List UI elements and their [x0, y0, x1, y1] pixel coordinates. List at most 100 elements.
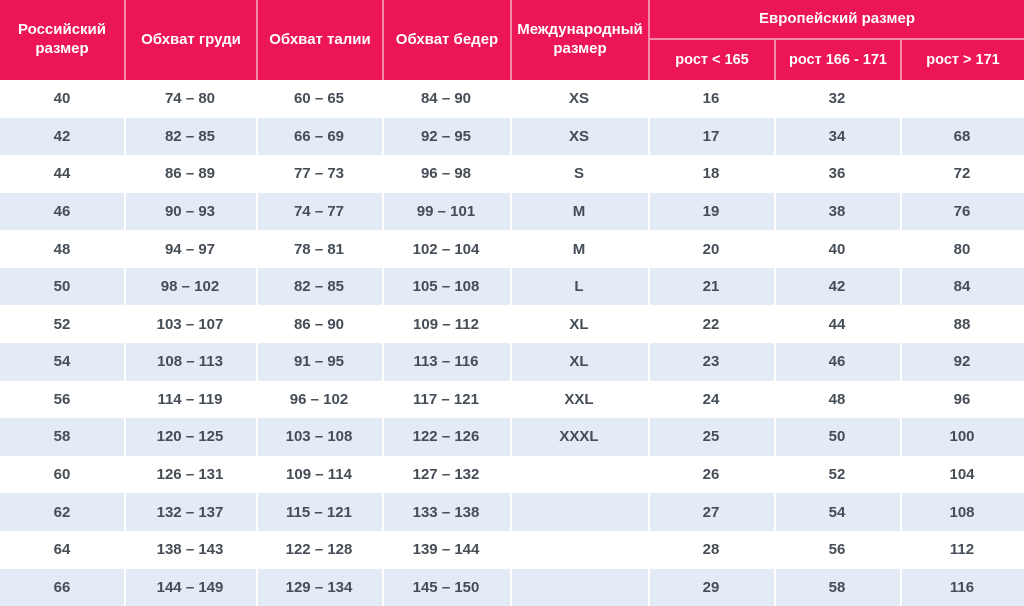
height-gt171-cell: 112	[949, 541, 975, 559]
height-166-171-cell: 44	[828, 315, 846, 333]
hips-cell: 122 – 126	[382, 418, 510, 456]
russian-size-cell: 66	[53, 578, 71, 596]
table-body: 40 74 – 80 60 – 65 84 – 90 XS 16 32 42 82 – 85 66…	[0, 80, 1024, 606]
height-lt165-cell: 20	[702, 240, 720, 258]
height-166-171-cell: 50	[774, 418, 900, 456]
height-gt171-cell: 88	[953, 315, 971, 333]
height-lt165-cell: 25	[648, 418, 774, 456]
height-166-171-cell: 58	[774, 569, 900, 606]
hips-cell: 113 – 116	[382, 343, 510, 381]
chest-cell: 74 – 80	[164, 90, 216, 108]
table-row: 48 94 – 97 78 – 81 102 – 104 M 20 40 80	[0, 230, 1024, 268]
international-size-cell: M	[510, 193, 648, 231]
header-waist: Обхват талии	[256, 0, 382, 80]
table-row: 54 108 – 113 91 – 95 113 – 116 XL 23 46 92	[0, 343, 1024, 381]
waist-cell: 103 – 108	[256, 418, 382, 456]
height-gt171-cell	[900, 80, 1024, 118]
height-gt171-cell: 100	[900, 418, 1024, 456]
height-lt165-cell: 16	[702, 90, 720, 108]
hips-cell: 105 – 108	[382, 268, 510, 306]
waist-cell: 78 – 81	[293, 240, 345, 258]
chest-cell: 108 – 113	[124, 343, 256, 381]
chest-cell: 94 – 97	[164, 240, 216, 258]
height-166-171-cell: 34	[774, 118, 900, 156]
waist-cell: 115 – 121	[256, 493, 382, 531]
height-lt165-cell: 26	[702, 466, 720, 484]
hips-cell: 102 – 104	[412, 240, 480, 258]
height-166-171-cell: 56	[828, 541, 846, 559]
international-size-cell: XXL	[564, 390, 594, 408]
waist-cell: 66 – 69	[256, 118, 382, 156]
russian-size-cell: 58	[53, 428, 71, 446]
height-gt171-cell: 80	[953, 240, 971, 258]
russian-size-cell: 56	[53, 390, 71, 408]
russian-size-cell: 40	[53, 90, 71, 108]
header-height-166-171: рост 166 - 171	[774, 38, 900, 80]
table-row: 62 132 – 137 115 – 121 133 – 138 27 54 108	[0, 493, 1024, 531]
international-size-cell	[510, 531, 648, 569]
waist-cell: 77 – 73	[293, 165, 345, 183]
header-russian-size: Российский размер	[17, 21, 106, 57]
russian-size-cell: 48	[53, 240, 71, 258]
chest-cell: 86 – 89	[164, 165, 216, 183]
header-international-size: Международный размер	[510, 0, 648, 80]
hips-cell: 145 – 150	[382, 569, 510, 606]
header-height-lt-165: рост < 165	[648, 38, 774, 80]
height-gt171-cell: 84	[900, 268, 1024, 306]
height-lt165-cell: 22	[702, 315, 720, 333]
russian-size-cell: 64	[53, 541, 71, 559]
height-166-171-cell: 40	[828, 240, 846, 258]
waist-cell: 96 – 102	[289, 390, 349, 408]
table-row: 58 120 – 125 103 – 108 122 – 126 XXXL 25 50 100	[0, 418, 1024, 456]
international-size-cell	[510, 493, 648, 531]
international-size-cell	[510, 456, 648, 494]
height-166-171-cell: 38	[774, 193, 900, 231]
height-166-171-cell: 36	[828, 165, 846, 183]
height-166-171-cell: 52	[828, 466, 846, 484]
russian-size-cell: 50	[53, 278, 71, 296]
russian-size-cell: 60	[53, 466, 71, 484]
table-row: 44 86 – 89 77 – 73 96 – 98 S 18 36 72	[0, 155, 1024, 193]
waist-cell: 86 – 90	[293, 315, 345, 333]
table-row: 66 144 – 149 129 – 134 145 – 150 29 58 116	[0, 568, 1024, 606]
hips-cell: 92 – 95	[382, 118, 510, 156]
height-lt165-cell: 17	[648, 118, 774, 156]
table-row: 52 103 – 107 86 – 90 109 – 112 XL 22 44 88	[0, 305, 1024, 344]
international-size-cell: XL	[569, 315, 589, 333]
hips-cell: 133 – 138	[382, 493, 510, 531]
russian-size-cell: 54	[53, 353, 71, 371]
height-lt165-cell: 18	[702, 165, 720, 183]
russian-size-cell: 44	[53, 165, 71, 183]
header-hips: Обхват бедер	[382, 0, 510, 80]
header-european-size: Европейский размер	[648, 0, 1024, 38]
russian-size-cell: 52	[53, 315, 71, 333]
international-size-cell: XS	[568, 90, 589, 108]
height-gt171-cell: 68	[900, 118, 1024, 156]
waist-cell: 129 – 134	[256, 569, 382, 606]
hips-cell: 84 – 90	[420, 90, 472, 108]
height-lt165-cell: 24	[702, 390, 720, 408]
height-lt165-cell: 29	[648, 569, 774, 606]
international-size-cell	[510, 569, 648, 606]
height-gt171-cell: 92	[900, 343, 1024, 381]
hips-cell: 117 – 121	[413, 390, 479, 408]
hips-cell: 96 – 98	[420, 165, 472, 183]
international-size-cell: XS	[510, 118, 648, 156]
chest-cell: 126 – 131	[156, 466, 224, 484]
waist-cell: 109 – 114	[286, 466, 352, 484]
height-lt165-cell: 19	[648, 193, 774, 231]
waist-cell: 91 – 95	[256, 343, 382, 381]
waist-cell: 122 – 128	[285, 541, 353, 559]
table-row: 42 82 – 85 66 – 69 92 – 95 XS 17 34 68	[0, 117, 1024, 156]
height-lt165-cell: 21	[648, 268, 774, 306]
hips-cell: 99 – 101	[382, 193, 510, 231]
table-row: 64 138 – 143 122 – 128 139 – 144 28 56 112	[0, 530, 1024, 569]
chest-cell: 114 – 119	[157, 390, 223, 408]
height-gt171-cell: 104	[949, 466, 975, 484]
height-166-171-cell: 42	[774, 268, 900, 306]
russian-size-cell: 42	[53, 127, 71, 145]
russian-size-cell: 62	[53, 503, 71, 521]
international-size-cell: M	[572, 240, 586, 258]
height-lt165-cell: 28	[702, 541, 720, 559]
chest-cell: 103 – 107	[156, 315, 224, 333]
